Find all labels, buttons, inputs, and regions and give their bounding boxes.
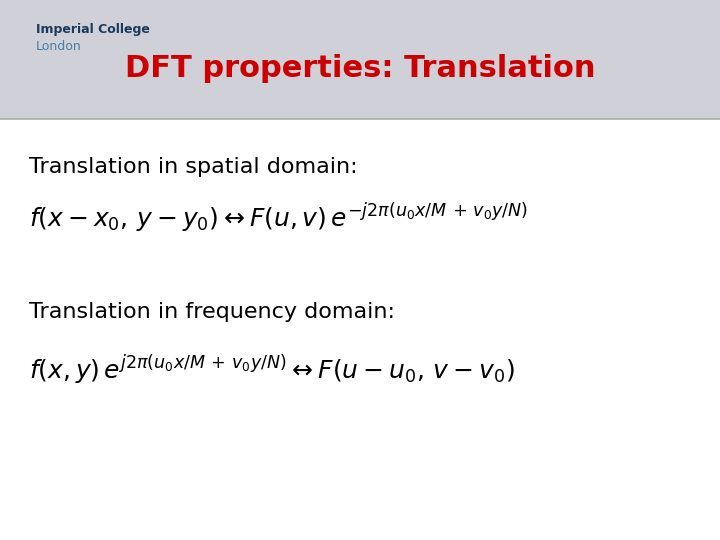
Text: Translation in frequency domain:: Translation in frequency domain:	[29, 302, 395, 322]
Text: DFT properties: Translation: DFT properties: Translation	[125, 54, 595, 83]
Text: $f(x-x_0,\, y-y_0) \leftrightarrow F(u,v)\,e^{-j2\pi(u_0 x/M\,+\,v_0 y/N)}$: $f(x-x_0,\, y-y_0) \leftrightarrow F(u,v…	[29, 202, 528, 235]
Text: $f(x,y)\,e^{j2\pi(u_0 x/M\,+\,v_0 y/N)} \leftrightarrow F(u-u_0,\, v-v_0)$: $f(x,y)\,e^{j2\pi(u_0 x/M\,+\,v_0 y/N)} …	[29, 353, 515, 387]
Text: Translation in spatial domain:: Translation in spatial domain:	[29, 157, 357, 177]
Text: London: London	[36, 40, 82, 53]
Text: Imperial College: Imperial College	[36, 23, 150, 36]
FancyBboxPatch shape	[0, 0, 720, 119]
